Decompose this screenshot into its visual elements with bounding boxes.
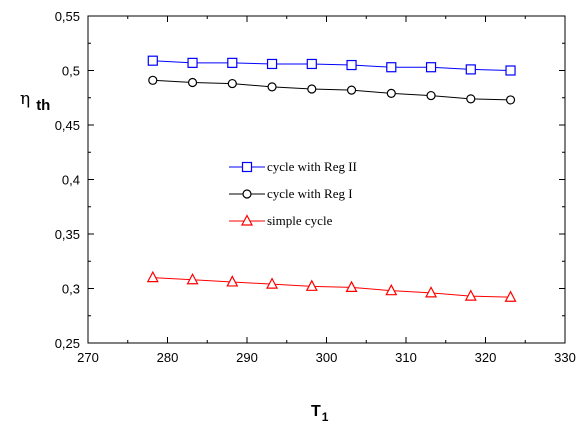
- data-point-marker: [505, 95, 516, 105]
- data-point-marker: [307, 84, 317, 94]
- data-point-marker: [425, 62, 437, 73]
- x-tick-label: 330: [554, 350, 576, 365]
- data-point-marker: [464, 289, 477, 301]
- data-point-marker: [426, 90, 436, 101]
- data-point-marker: [386, 88, 396, 98]
- series-line: [152, 277, 511, 298]
- series-square: [147, 55, 516, 76]
- series-line: [152, 60, 511, 71]
- data-point-marker: [345, 280, 358, 293]
- legend-label: cycle with Reg II: [267, 159, 357, 174]
- data-point-marker: [504, 290, 517, 302]
- x-tick-label: 280: [157, 350, 179, 365]
- plot-area-frame: [87, 15, 566, 344]
- x-tick-label: 310: [395, 350, 417, 365]
- data-point-marker: [267, 82, 277, 92]
- x-tick-label: 300: [316, 350, 338, 365]
- data-point-marker: [147, 55, 158, 66]
- legend-entry: simple cycle: [229, 213, 333, 228]
- data-point-marker: [146, 270, 159, 283]
- data-point-marker: [465, 64, 476, 75]
- data-point-marker: [385, 283, 398, 296]
- series-line: [152, 79, 511, 101]
- y-tick-label: 0,55: [55, 9, 80, 24]
- series-circle: [148, 75, 516, 105]
- x-tick-label: 290: [236, 350, 258, 365]
- data-point-marker: [187, 77, 198, 88]
- legend-label: cycle with Reg I: [267, 186, 353, 201]
- data-point-marker: [227, 57, 238, 68]
- series-triangle: [146, 270, 517, 302]
- legend-entry: cycle with Reg I: [229, 186, 353, 201]
- series-layer: [146, 55, 517, 302]
- legend: cycle with Reg II cycle with Reg I simple …: [229, 159, 357, 228]
- data-point-marker: [226, 275, 239, 287]
- data-point-marker: [346, 59, 357, 71]
- legend-marker: [241, 214, 253, 226]
- y-axis-title-subscript: th: [36, 97, 50, 114]
- y-axis-title: η th: [20, 89, 50, 114]
- data-point-marker: [187, 57, 198, 68]
- x-tick-label: 270: [77, 350, 99, 365]
- y-tick-label: 0,45: [55, 118, 80, 133]
- y-tick-label: 0,25: [55, 336, 80, 351]
- x-axis-title: T1: [311, 403, 329, 424]
- data-point-marker: [346, 85, 357, 95]
- legend-entry: cycle with Reg II: [229, 159, 357, 174]
- y-tick-label: 0,3: [62, 282, 80, 297]
- data-point-marker: [227, 78, 237, 89]
- x-tick-label: 320: [475, 350, 497, 365]
- legend-marker: [241, 161, 253, 173]
- y-tick-label: 0,5: [62, 64, 80, 79]
- data-point-marker: [266, 58, 278, 70]
- data-point-marker: [386, 62, 397, 73]
- data-point-marker: [505, 65, 516, 76]
- data-point-marker: [306, 58, 317, 70]
- data-point-marker: [148, 75, 158, 85]
- axis-ticks: 270 280 290 300 310 320 330 0,25 0,3 0,35 0,4 0,45 0…: [55, 9, 576, 365]
- legend-marker: [242, 189, 252, 199]
- x-axis-title-subscript: 1: [322, 410, 329, 424]
- data-point-marker: [305, 279, 318, 291]
- y-tick-label: 0,4: [62, 173, 80, 188]
- data-point-marker: [186, 272, 199, 285]
- legend-label: simple cycle: [267, 213, 333, 228]
- data-point-marker: [266, 277, 279, 289]
- data-point-marker: [466, 94, 476, 104]
- data-point-marker: [425, 286, 438, 298]
- y-tick-label: 0,35: [55, 227, 80, 242]
